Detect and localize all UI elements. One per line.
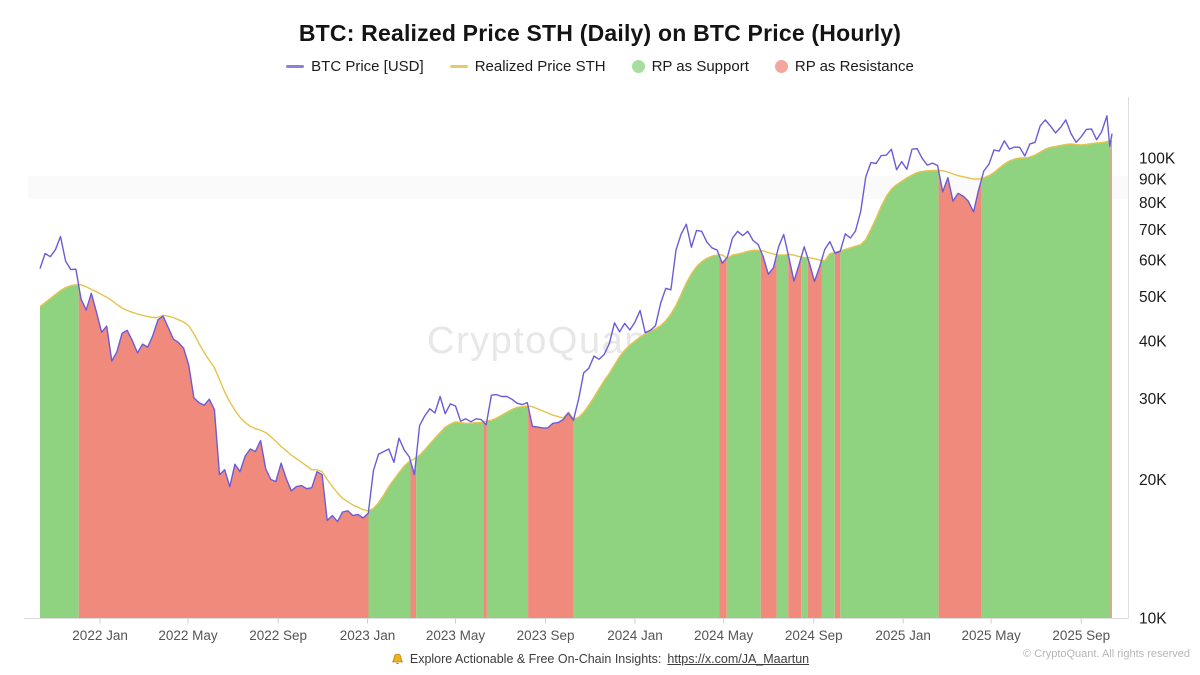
support-area [368, 460, 411, 618]
resistance-area [807, 257, 822, 618]
x-axis-label: 2024 Jan [607, 628, 663, 643]
realized-price-line-swatch-icon [449, 65, 468, 68]
support-area [821, 252, 835, 618]
support-area [40, 284, 79, 618]
x-axis-label: 2025 May [961, 628, 1021, 643]
resistance-area [760, 250, 777, 618]
y-axis-label: 40K [1139, 334, 1167, 351]
y-axis-label: 100K [1139, 151, 1176, 168]
resistance-area [719, 255, 727, 618]
resistance-area [1109, 140, 1111, 619]
legend-item-btc-price[interactable]: BTC Price [USD] [286, 58, 424, 75]
y-axis-label: 20K [1139, 472, 1167, 489]
legend-item-rp-support[interactable]: RP as Support [631, 58, 749, 75]
resistance-area [938, 170, 982, 618]
bell-icon [391, 653, 404, 666]
x-axis-label: 2025 Jan [875, 628, 931, 643]
x-axis-label: 2022 Sep [249, 628, 307, 643]
legend-item-realized-price[interactable]: Realized Price STH [449, 58, 606, 75]
resistance-area [834, 250, 841, 618]
legend-label-btc-price: BTC Price [USD] [311, 58, 424, 75]
chart-title: BTC: Realized Price STH (Daily) on BTC P… [298, 20, 902, 46]
y-axis-label: 50K [1139, 289, 1167, 306]
legend-label-realized-price: Realized Price STH [474, 58, 606, 75]
support-dot-swatch-icon [631, 60, 645, 73]
support-area [486, 406, 529, 618]
support-area [573, 255, 720, 618]
x-axis-label: 2023 Jan [340, 628, 396, 643]
support-area [981, 140, 1110, 618]
legend-label-rp-resistance: RP as Resistance [794, 58, 914, 75]
legend-item-rp-resistance[interactable]: RP as Resistance [774, 58, 914, 75]
x-axis-label: 2022 May [158, 628, 218, 643]
support-area [1110, 140, 1112, 619]
x-axis-label: 2022 Jan [72, 628, 128, 643]
y-axis-label: 90K [1139, 172, 1167, 189]
cryptoquant-watermark: CryptoQuant [427, 320, 659, 363]
legend-label-rp-support: RP as Support [651, 58, 749, 75]
btc-price-line [39, 115, 1113, 523]
copyright-text: © CryptoQuant. All rights reserved [1022, 648, 1190, 660]
y-axis-label: 10K [1139, 611, 1167, 628]
footer-note-text: Explore Actionable & Free On-Chain Insig… [409, 652, 662, 666]
y-axis-label: 80K [1139, 195, 1167, 212]
support-area [840, 170, 939, 618]
x-axis-label: 2024 May [694, 628, 754, 643]
resistance-area [788, 254, 802, 618]
y-axis-label: 30K [1139, 391, 1167, 408]
footer-link[interactable]: https://x.com/JA_Maartun [667, 652, 810, 666]
resistance-area [78, 284, 369, 618]
footer-note: Explore Actionable & Free On-Chain Insig… [0, 652, 1200, 666]
resistance-dot-swatch-icon [774, 60, 788, 73]
x-axis-label: 2025 Sep [1052, 628, 1110, 643]
resistance-area [410, 457, 417, 618]
support-area [726, 250, 761, 619]
support-area [801, 257, 808, 618]
support-area [416, 421, 484, 618]
realized-price-line [39, 140, 1112, 512]
resistance-area [483, 421, 487, 618]
x-axis-label: 2024 Sep [785, 628, 843, 643]
x-axis-label: 2023 May [426, 628, 486, 643]
y-axis-label: 60K [1139, 253, 1167, 270]
y-axis-label: 70K [1139, 222, 1167, 239]
chart-legend: BTC Price [USD] Realized Price STH RP as… [0, 58, 1200, 75]
support-area [776, 254, 789, 618]
plot-area[interactable] [28, 95, 1128, 619]
resistance-area [528, 406, 574, 618]
btc-price-line-swatch-icon [286, 65, 305, 68]
x-axis-label: 2023 Sep [517, 628, 575, 643]
